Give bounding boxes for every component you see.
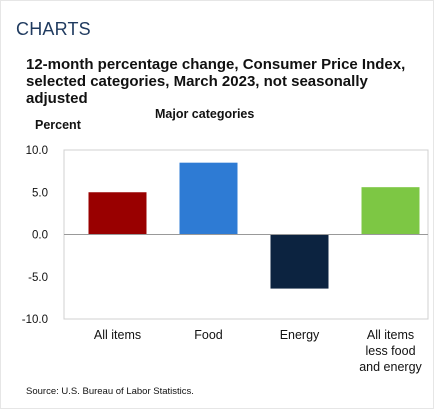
y-tick-label: 0.0 [32, 230, 48, 242]
x-tick-label: All items [94, 328, 141, 342]
chart-subtitle: Major categories [155, 107, 255, 121]
y-tick-label: 10.0 [26, 145, 48, 157]
bar-2 [270, 234, 329, 289]
section-heading: CHARTS [16, 19, 91, 39]
x-tick-label: and energy [359, 360, 422, 374]
bar-1 [179, 162, 238, 235]
bar-3 [361, 187, 420, 235]
x-tick-label: All items [367, 328, 414, 342]
y-tick-label: 5.0 [32, 187, 48, 199]
chart-title: 12-month percentage change, Consumer Pri… [26, 56, 406, 107]
source-note: Source: U.S. Bureau of Labor Statistics. [26, 386, 194, 397]
x-tick-label: Food [194, 328, 223, 342]
x-tick-label: less food [365, 344, 415, 358]
y-tick-label: -5.0 [28, 272, 48, 284]
y-axis-label: Percent [35, 118, 81, 132]
x-tick-label: Energy [280, 328, 320, 342]
y-tick-label: -10.0 [22, 314, 48, 326]
bar-0 [88, 192, 147, 235]
